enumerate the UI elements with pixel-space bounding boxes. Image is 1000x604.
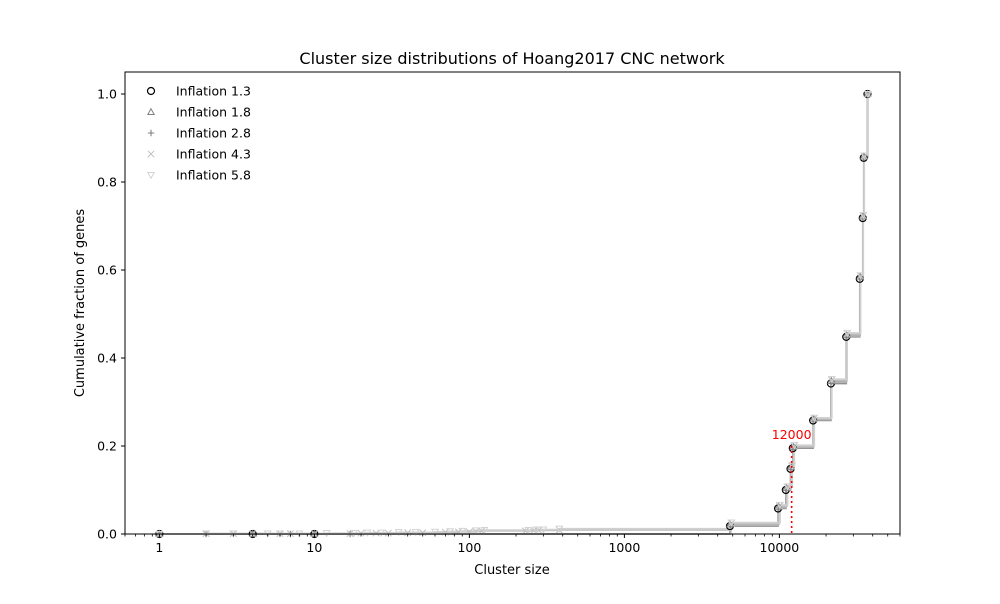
y-tick-label: 0.2 [97, 439, 117, 454]
legend: Inflation 1.3 Inflation 1.8 Inflation 2.8 I… [146, 84, 251, 183]
x-tick-label: 10 [306, 540, 322, 555]
data-point [539, 526, 548, 534]
data-point [480, 526, 489, 535]
data-point [776, 501, 785, 510]
series-line [159, 94, 869, 535]
legend-marker [146, 86, 156, 96]
threshold-label: 12000 [772, 427, 812, 442]
threshold-annotation: 12000 [772, 427, 812, 534]
data-point [860, 152, 869, 160]
data-point [349, 530, 359, 538]
data-point [322, 530, 331, 538]
data-point [532, 526, 541, 534]
chart-title: Cluster size distributions of Hoang2017 … [299, 49, 725, 68]
data-point [394, 529, 403, 537]
data-point [377, 529, 386, 537]
y-tick-label: 1.0 [97, 87, 117, 102]
y-tick-label: 0.8 [97, 175, 117, 190]
legend-label: Inflation 5.8 [176, 168, 251, 183]
data-point [363, 529, 372, 537]
data-point [384, 529, 392, 537]
series-line [159, 94, 869, 535]
data-point [419, 529, 427, 537]
series-line [159, 94, 869, 535]
legend-marker [146, 171, 156, 180]
data-point [859, 211, 868, 220]
x-tick-label: 10000 [760, 540, 800, 555]
y-tick-label: 0.4 [97, 351, 117, 366]
plot-frame [124, 71, 901, 535]
data-point [404, 529, 412, 537]
y-tick-label: 0.0 [97, 527, 117, 542]
data-point [521, 527, 530, 535]
x-axis-label: Cluster size [474, 563, 549, 578]
legend-label: Inflation 4.3 [176, 147, 251, 162]
y-axis-label: Cumulative fraction of genes [73, 209, 88, 398]
data-point [357, 529, 365, 537]
data-point [827, 376, 836, 384]
legend-marker [147, 150, 155, 158]
data-point [863, 90, 873, 99]
data-point [790, 442, 799, 450]
legend-label: Inflation 2.8 [176, 126, 251, 141]
series-lines [159, 94, 869, 535]
x-tick-label: 100 [457, 540, 481, 555]
legend-marker [147, 129, 155, 137]
data-point [843, 329, 852, 338]
data-point [555, 525, 564, 533]
data-point [856, 272, 865, 280]
data-point [783, 483, 792, 491]
series-line [159, 94, 869, 535]
legend-label: Inflation 1.3 [176, 84, 251, 99]
x-tick-label: 1000 [608, 540, 640, 555]
legend-label: Inflation 1.8 [176, 105, 251, 120]
data-point [430, 528, 440, 537]
series-line [159, 94, 869, 535]
y-axis-ticks: 0.0 0.2 0.4 0.6 0.8 1.0 [97, 87, 125, 542]
x-tick-label: 1 [155, 540, 163, 555]
data-point [471, 527, 480, 535]
data-point [810, 414, 819, 423]
data-point [458, 527, 467, 536]
data-point [411, 529, 420, 537]
data-point [524, 526, 533, 535]
y-tick-label: 0.6 [97, 263, 117, 278]
x-axis-ticks: 1 10 100 1000 10000 [124, 534, 901, 555]
series-markers [155, 89, 873, 539]
data-point [445, 528, 455, 536]
data-point [727, 519, 736, 527]
legend-marker [146, 107, 156, 116]
